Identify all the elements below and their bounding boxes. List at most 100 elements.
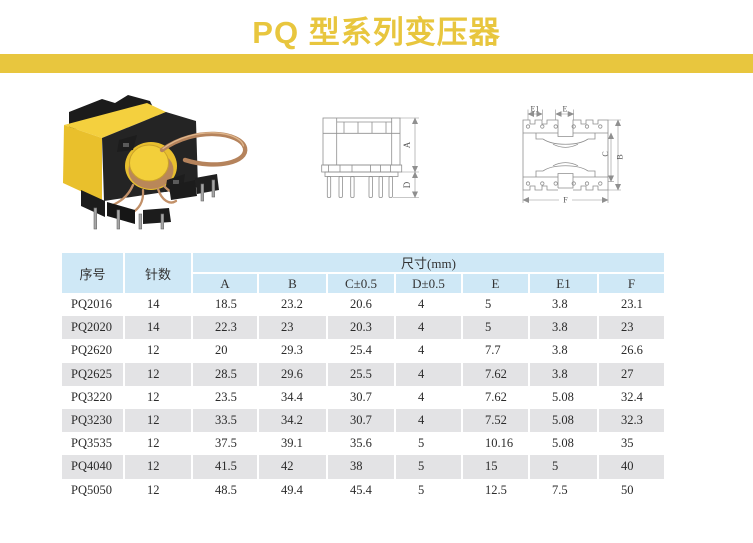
cell-dim: 29.6 — [258, 362, 328, 386]
cell-model: PQ5050 — [62, 478, 125, 502]
header-dim-d: D±0.5 — [395, 273, 463, 293]
cell-dim: 5 — [462, 293, 530, 317]
yellow-tape-body — [63, 103, 166, 201]
table-row: PQ4040 12 41.5 42 38 5 15 5 40 — [62, 455, 664, 479]
cell-pins: 12 — [124, 362, 193, 386]
page-title: PQ 型系列变压器 — [252, 15, 501, 50]
cell-dim: 23 — [258, 316, 328, 340]
cell-model: PQ4040 — [62, 455, 125, 479]
cell-dim: 5.08 — [529, 385, 599, 409]
cell-dim: 18.5 — [192, 293, 259, 317]
cell-dim: 45.4 — [327, 478, 396, 502]
cell-dim: 5 — [529, 455, 599, 479]
metal-pins — [93, 179, 216, 230]
dim-label-a: A — [402, 141, 412, 148]
cell-pins: 12 — [124, 478, 193, 502]
front-view-drawing: A D — [321, 117, 419, 198]
cell-dim: 23.2 — [258, 293, 328, 317]
dim-label-e: E — [563, 105, 568, 114]
cell-pins: 12 — [124, 455, 193, 479]
cell-dim: 42 — [258, 455, 328, 479]
cell-dim: 4 — [395, 293, 463, 317]
cell-dim: 20.6 — [327, 293, 396, 317]
cell-dim: 5.08 — [529, 408, 599, 433]
table-row: PQ5050 12 48.5 49.4 45.4 5 12.5 7.5 50 — [62, 478, 664, 502]
cell-dim: 5 — [395, 432, 463, 456]
cell-model: PQ2020 — [62, 316, 125, 340]
accent-bar — [0, 54, 753, 73]
cell-dim: 33.5 — [192, 408, 259, 433]
header-dim-e: E — [462, 273, 530, 293]
bobbin — [125, 142, 177, 190]
cell-dim: 7.5 — [529, 478, 599, 502]
cell-dim: 34.2 — [258, 408, 328, 433]
cell-dim: 20 — [192, 339, 259, 363]
header-dim-a: A — [192, 273, 259, 293]
bobbin-outline — [321, 117, 403, 177]
cell-dim: 3.8 — [529, 339, 599, 363]
dimensions-table: 序号 针数 尺寸(mm) A B C±0.5 D±0.5 E E1 F PQ20… — [62, 253, 664, 502]
cell-dim: 50 — [621, 482, 634, 497]
dimension-lines — [393, 117, 419, 198]
cell-dim: 4 — [395, 408, 463, 433]
pins-outline — [326, 176, 393, 198]
header-row-2: A B C±0.5 D±0.5 E E1 F — [62, 273, 664, 293]
cell-dim: 30.7 — [327, 408, 396, 433]
cell-pins: 14 — [124, 293, 193, 317]
dim-label-c: C — [601, 151, 610, 156]
table-row: PQ3535 12 37.5 39.1 35.6 5 10.16 5.08 35 — [62, 432, 664, 456]
cell-dim: 22.3 — [192, 316, 259, 340]
cell-dim: 32.4 — [621, 389, 643, 404]
pin-holes — [525, 124, 603, 186]
cell-model: PQ2620 — [62, 339, 125, 363]
cell-dim: 29.3 — [258, 339, 328, 363]
cell-model: PQ3535 — [62, 432, 125, 456]
cell-dim: 37.5 — [192, 432, 259, 456]
header-row-1: 序号 针数 尺寸(mm) — [62, 253, 664, 293]
header-dim-f: F — [598, 273, 664, 293]
cell-dim: 7.7 — [462, 339, 530, 363]
cell-dim: 40 — [598, 455, 664, 479]
cell-dim: 3.8 — [529, 293, 599, 317]
cell-dim: 15 — [462, 455, 530, 479]
cell-pins: 12 — [124, 432, 193, 456]
cell-dim: 28.5 — [192, 362, 259, 386]
cell-dim: 7.62 — [462, 362, 530, 386]
copper-wire-loop — [159, 131, 248, 167]
cell-dim: 25.4 — [327, 339, 396, 363]
table-row: PQ3220 12 23.5 34.4 30.7 4 7.62 5.08 32.… — [62, 385, 664, 409]
cell-dim: 27 — [598, 362, 664, 386]
cell-dim: 39.1 — [258, 432, 328, 456]
cell-dim: 48.5 — [192, 478, 259, 502]
table-row: PQ2016 14 18.5 23.2 20.6 4 5 3.8 23.1 — [62, 293, 664, 317]
cell-dim: 23 — [598, 316, 664, 340]
cell-model: PQ2016 — [62, 293, 125, 317]
cell-dim: 7.62 — [462, 385, 530, 409]
cell-dim: 4 — [395, 362, 463, 386]
cell-dim: 25.5 — [327, 362, 396, 386]
cell-dim: 23.5 — [192, 385, 259, 409]
cell-dim: 30.7 — [327, 385, 396, 409]
transformer-photo — [63, 95, 248, 230]
cell-dim: 12.5 — [462, 478, 530, 502]
cell-pins: 14 — [124, 316, 193, 340]
cell-dim: 4 — [395, 316, 463, 340]
cell-dim: 32.3 — [598, 408, 664, 433]
cell-dim: 3.8 — [529, 316, 599, 340]
cell-model: PQ3230 — [62, 408, 125, 433]
cell-dim: 5.08 — [529, 432, 599, 456]
cell-model: PQ3220 — [62, 385, 125, 409]
cell-pins: 12 — [124, 408, 193, 433]
cell-dim: 5 — [395, 455, 463, 479]
cell-pins: 12 — [124, 385, 193, 409]
header-dim-b: B — [258, 273, 328, 293]
dim-label-b: B — [616, 154, 625, 159]
header-serial: 序号 — [62, 253, 125, 293]
table-row: PQ2020 14 22.3 23 20.3 4 5 3.8 23 — [62, 316, 664, 340]
dim-label-f: F — [563, 196, 568, 205]
dim-label-e1: E1 — [531, 105, 540, 114]
table-row: PQ2620 12 20 29.3 25.4 4 7.7 3.8 26.6 — [62, 339, 664, 363]
table-row: PQ3230 12 33.5 34.2 30.7 4 7.52 5.08 32.… — [62, 408, 664, 433]
cell-dim: 23.1 — [621, 297, 643, 312]
